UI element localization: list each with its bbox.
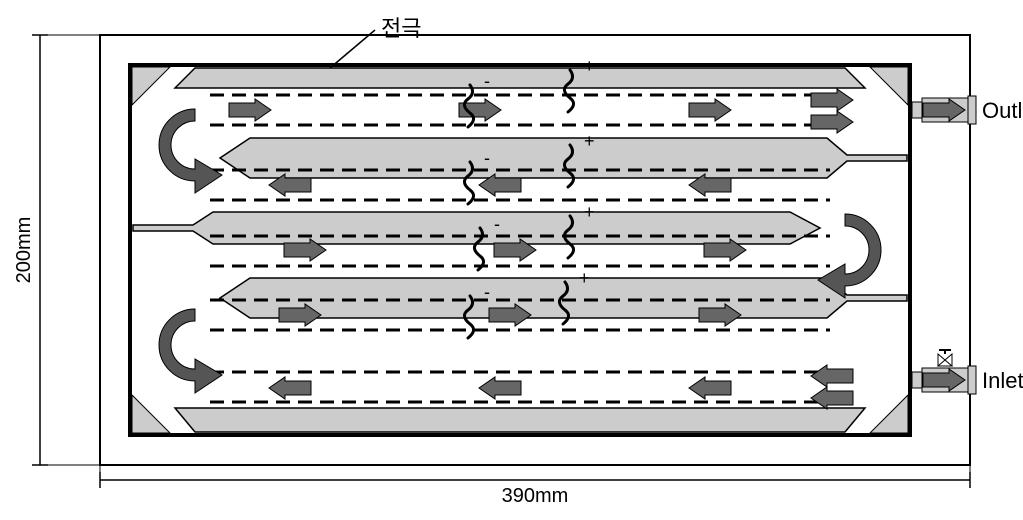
outlet-label: Outlet bbox=[982, 98, 1023, 123]
electrode-label: 전극 bbox=[381, 16, 421, 41]
pipe-flange-l bbox=[912, 372, 922, 388]
pipe-flange-l bbox=[912, 102, 922, 118]
baffle-bottom bbox=[175, 408, 865, 432]
inlet-label: Inlet bbox=[982, 368, 1023, 393]
ion-sign: + bbox=[584, 56, 595, 76]
dim-height-label: 200mm bbox=[13, 217, 35, 284]
ion-sign: - bbox=[484, 71, 490, 91]
ion-sign: + bbox=[584, 131, 595, 151]
ion-sign: + bbox=[584, 202, 595, 222]
pipe-flange-r bbox=[968, 366, 976, 394]
baffle-right bbox=[220, 138, 907, 178]
dim-width-label: 390mm bbox=[502, 485, 569, 507]
ion-sign: - bbox=[494, 214, 500, 234]
baffle-right bbox=[220, 278, 907, 318]
ion-sign: + bbox=[579, 268, 590, 288]
ion-sign: - bbox=[484, 282, 490, 302]
diagram-container: - + - + - + - + 전극 Outlet Inlet 200mm 390mm bbox=[10, 10, 1023, 510]
diagram-svg: - + - + - + - + 전극 Outlet Inlet 200mm 390mm bbox=[10, 10, 1023, 510]
baffle-left bbox=[133, 212, 820, 244]
ion-sign: - bbox=[484, 148, 490, 168]
baffle-top bbox=[175, 68, 865, 88]
pipe-flange-r bbox=[968, 96, 976, 124]
